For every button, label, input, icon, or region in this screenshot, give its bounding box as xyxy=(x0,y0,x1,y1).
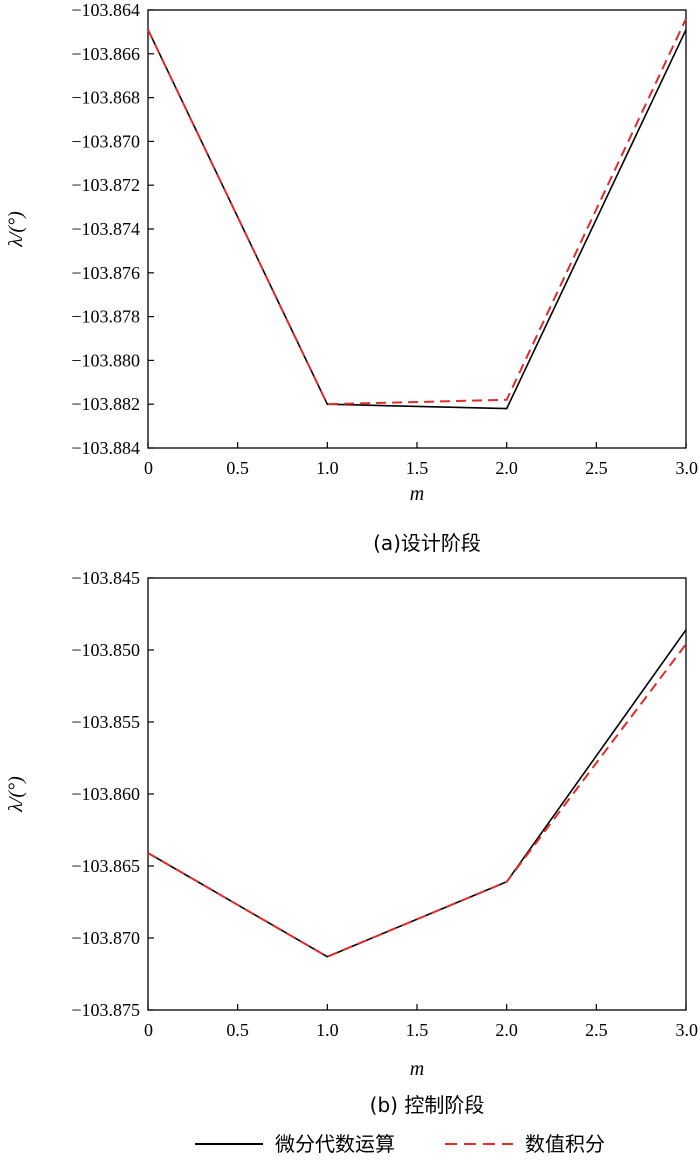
y-tick-label: −103.865 xyxy=(71,856,140,876)
legend-label-numeric: 数值积分 xyxy=(525,1132,605,1156)
series-line-dae xyxy=(147,629,687,958)
plot-frame xyxy=(147,9,687,449)
x-axis-label: m xyxy=(410,1058,424,1080)
x-tick-label: 1.5 xyxy=(406,1020,429,1040)
y-tick-label: −103.882 xyxy=(71,394,140,414)
x-tick-label: 1.0 xyxy=(316,1020,339,1040)
y-tick-label: −103.876 xyxy=(71,263,140,283)
x-tick-label: 3.0 xyxy=(676,458,699,478)
series-line-numeric xyxy=(147,643,687,958)
y-tick-label: −103.875 xyxy=(71,1000,140,1020)
x-tick-label: 2.5 xyxy=(585,458,608,478)
plot-frame xyxy=(147,577,687,1011)
x-tick-label: 2.5 xyxy=(585,1020,608,1040)
y-tick-label: −103.870 xyxy=(71,131,140,151)
x-tick-label: 2.0 xyxy=(495,1020,518,1040)
y-tick-label: −103.884 xyxy=(71,438,140,458)
x-tick-label: 3.0 xyxy=(676,1020,699,1040)
panel-caption: (a)设计阶段 xyxy=(373,531,481,555)
series-line-numeric xyxy=(147,18,687,406)
series-line-dae xyxy=(147,29,687,410)
y-tick-label: −103.874 xyxy=(71,219,140,239)
chart-panel-b: 0 0.5 1.0 1.5 2.0 2.5 3.0 −103.845 −103.850 −103.… xyxy=(5,568,698,1117)
chart-panel-a: 0 0.5 1.0 1.5 2.0 2.5 3.0 −103.864 −103.866 −103.… xyxy=(5,0,698,555)
x-tick-label: 2.0 xyxy=(495,458,518,478)
y-tick-label: −103.860 xyxy=(71,784,140,804)
x-axis-label: m xyxy=(410,483,424,505)
y-tick-label: −103.855 xyxy=(71,712,140,732)
x-tick-label: 1.5 xyxy=(406,458,429,478)
y-axis-label: λ/(°) xyxy=(5,211,27,248)
y-tick-label: −103.866 xyxy=(71,44,140,64)
panel-caption: (b) 控制阶段 xyxy=(370,1093,485,1117)
legend-label-dae: 微分代数运算 xyxy=(275,1132,395,1156)
y-tick-label: −103.878 xyxy=(71,307,140,327)
y-axis-label: λ/(°) xyxy=(5,776,27,813)
y-tick-label: −103.868 xyxy=(71,88,140,108)
y-tick-label: −103.872 xyxy=(71,175,140,195)
y-tick-label: −103.870 xyxy=(71,928,140,948)
x-tick-label: 0.5 xyxy=(226,1020,249,1040)
y-tick-label: −103.850 xyxy=(71,640,140,660)
y-tick-label: −103.864 xyxy=(71,0,140,20)
x-tick-label: 1.0 xyxy=(316,458,339,478)
x-tick-label: 0 xyxy=(144,1020,153,1040)
x-tick-label: 0.5 xyxy=(226,458,249,478)
x-tick-label: 0 xyxy=(144,458,153,478)
y-tick-label: −103.845 xyxy=(71,568,140,588)
legend: 微分代数运算 数值积分 xyxy=(195,1132,605,1156)
y-tick-label: −103.880 xyxy=(71,350,140,370)
